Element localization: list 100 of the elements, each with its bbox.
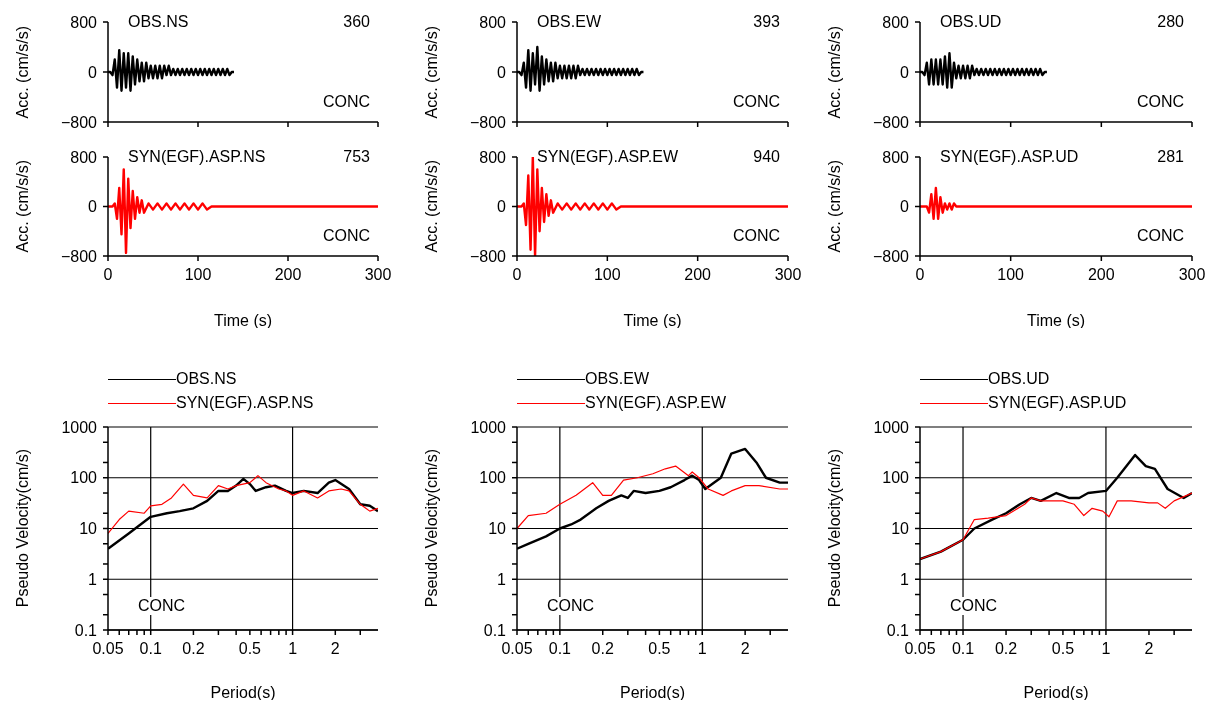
y-tick-label: 0.1 (74, 621, 98, 639)
y-tick-label: 0 (88, 198, 98, 216)
annotation: SYN(EGF).ASP.EW (537, 148, 679, 166)
legend-label: OBS.EW (585, 370, 650, 388)
annotation: 360 (343, 13, 370, 31)
y-tick-label: 800 (70, 13, 98, 31)
x-tick-label: 0.2 (994, 640, 1018, 658)
legend-label: OBS.NS (176, 370, 237, 388)
y-axis-title: Acc. (cm/s/s) (422, 160, 441, 253)
y-tick-label: 0 (88, 63, 98, 81)
x-tick-label: 2 (740, 640, 750, 658)
y-tick-label: 0 (497, 198, 507, 216)
x-tick-label: 0 (512, 266, 522, 284)
y-tick-label: 10 (79, 520, 98, 538)
y-tick-label: 800 (479, 13, 507, 31)
annotation: CONC (1136, 227, 1184, 246)
y-tick-label: 0 (900, 63, 910, 81)
annotation: 940 (753, 148, 780, 166)
y-tick-label: −800 (469, 247, 507, 265)
legend-label: SYN(EGF).ASP.UD (988, 394, 1127, 412)
y-tick-label: 800 (882, 148, 910, 166)
x-tick-label: 200 (684, 266, 712, 284)
line-series (920, 186, 1192, 221)
annotation: CONC (322, 93, 370, 111)
annotation: CONC (322, 227, 370, 246)
x-tick-label: 0.5 (238, 640, 262, 658)
y-tick-label: 0 (497, 63, 507, 81)
x-tick-label: 200 (1087, 266, 1115, 284)
y-axis-title: Acc. (cm/s/s) (825, 25, 844, 119)
y-tick-label: −800 (469, 113, 507, 131)
x-tick-label: 0.5 (1051, 640, 1075, 658)
x-tick-label: 300 (1178, 266, 1206, 284)
y-tick-label: 1 (900, 570, 910, 588)
y-tick-label: 0.1 (886, 621, 910, 639)
legend-label: SYN(EGF).ASP.NS (176, 394, 314, 412)
y-tick-label: 1 (88, 570, 98, 588)
y-tick-label: 1000 (873, 418, 910, 436)
y-tick-label: 1000 (61, 418, 98, 436)
x-tick-label: 100 (997, 266, 1025, 284)
x-tick-label: 0.1 (139, 640, 162, 658)
x-tick-label: 200 (274, 266, 302, 284)
y-tick-label: 10 (891, 520, 910, 538)
legend-label: OBS.UD (988, 370, 1050, 388)
x-tick-label: 100 (184, 266, 212, 284)
y-axis-title: Acc. (cm/s/s) (13, 160, 32, 253)
annotation: 280 (1157, 13, 1184, 31)
annotation: CONC (948, 596, 1000, 615)
x-tick-label: 0.05 (904, 640, 936, 658)
y-tick-label: −800 (872, 113, 910, 131)
y-tick-label: 10 (488, 520, 507, 538)
annotation: 753 (343, 148, 370, 166)
y-tick-label: 800 (882, 13, 910, 31)
y-axis-title: Acc. (cm/s/s) (422, 25, 441, 119)
annotation: 393 (753, 13, 780, 31)
x-tick-label: 1 (697, 640, 707, 658)
y-tick-label: 800 (70, 148, 98, 166)
x-tick-label: 0.5 (648, 640, 671, 658)
x-tick-label: 300 (364, 266, 392, 284)
x-tick-label: 100 (593, 266, 621, 284)
annotation: OBS.NS (128, 13, 189, 31)
x-tick-label: 0 (103, 266, 113, 284)
annotation: 281 (1157, 148, 1184, 166)
y-tick-label: −800 (60, 247, 98, 265)
y-tick-label: 0 (900, 198, 910, 216)
y-tick-label: 800 (479, 148, 507, 166)
annotation: CONC (545, 596, 597, 615)
y-tick-label: 100 (70, 469, 98, 487)
legend-label: SYN(EGF).ASP.EW (585, 394, 727, 412)
y-axis-title: Acc. (cm/s/s) (13, 25, 32, 119)
y-tick-label: 100 (479, 469, 507, 487)
annotation: SYN(EGF).ASP.NS (128, 148, 266, 166)
x-tick-label: 0.05 (501, 640, 533, 658)
x-tick-label: 1 (288, 640, 298, 658)
y-tick-label: −800 (60, 113, 98, 131)
x-tick-label: 1 (1101, 640, 1111, 658)
annotation: SYN(EGF).ASP.UD (940, 148, 1079, 166)
y-tick-label: 100 (882, 469, 910, 487)
x-tick-label: 0.2 (591, 640, 614, 658)
annotation: CONC (732, 227, 780, 246)
y-axis-title: Pseudo Velocity(cm/s) (825, 449, 844, 608)
x-tick-label: 2 (1144, 640, 1154, 658)
y-tick-label: −800 (872, 247, 910, 265)
x-tick-label: 0.2 (182, 640, 205, 658)
y-axis-title: Acc. (cm/s/s) (825, 160, 844, 253)
annotation: OBS.EW (537, 13, 602, 31)
y-tick-label: 1 (497, 570, 507, 588)
x-tick-label: 0.1 (951, 640, 975, 658)
y-tick-label: 1000 (470, 418, 507, 436)
y-axis-title: Pseudo Velocity(cm/s) (13, 449, 32, 608)
x-tick-label: 0 (915, 266, 925, 284)
y-tick-label: 0.1 (483, 621, 507, 639)
x-tick-label: 0.1 (548, 640, 572, 658)
annotation: OBS.UD (940, 13, 1002, 31)
x-tick-label: 0.05 (92, 640, 124, 658)
annotation: CONC (1136, 93, 1184, 111)
annotation: CONC (732, 93, 780, 111)
x-tick-label: 300 (774, 266, 802, 284)
annotation: CONC (136, 596, 188, 615)
x-tick-label: 2 (330, 640, 340, 658)
y-axis-title: Pseudo Velocity(cm/s) (422, 449, 441, 608)
